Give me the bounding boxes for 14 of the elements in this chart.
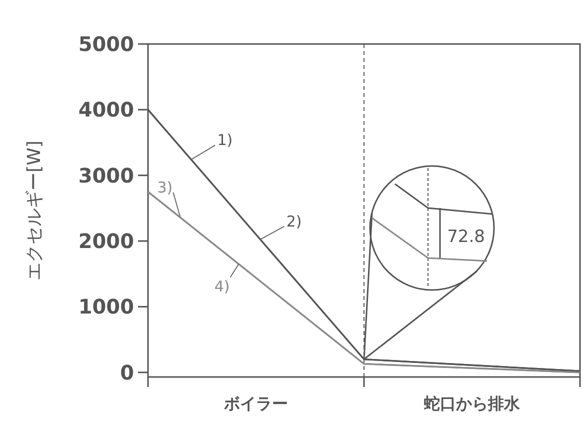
series-label: 3) [157,178,173,196]
y-tick-label: 2000 [78,229,134,254]
y-tick-label: 5000 [78,32,134,56]
text: 蛇口から排水 [423,394,521,413]
y-tick-label: 4000 [78,98,134,122]
series-label: 4) [214,277,230,296]
text: ボイラー [223,394,288,413]
series-label: 1) [217,131,233,150]
series-label: 2) [286,212,302,230]
y-tick-label: 3000 [78,163,134,188]
y-tick-label: 1000 [78,294,134,319]
y-axis-title: エクセルギー[W] [24,140,45,280]
annotation: 72.8 [447,227,485,247]
y-tick-label: 0 [120,360,134,384]
